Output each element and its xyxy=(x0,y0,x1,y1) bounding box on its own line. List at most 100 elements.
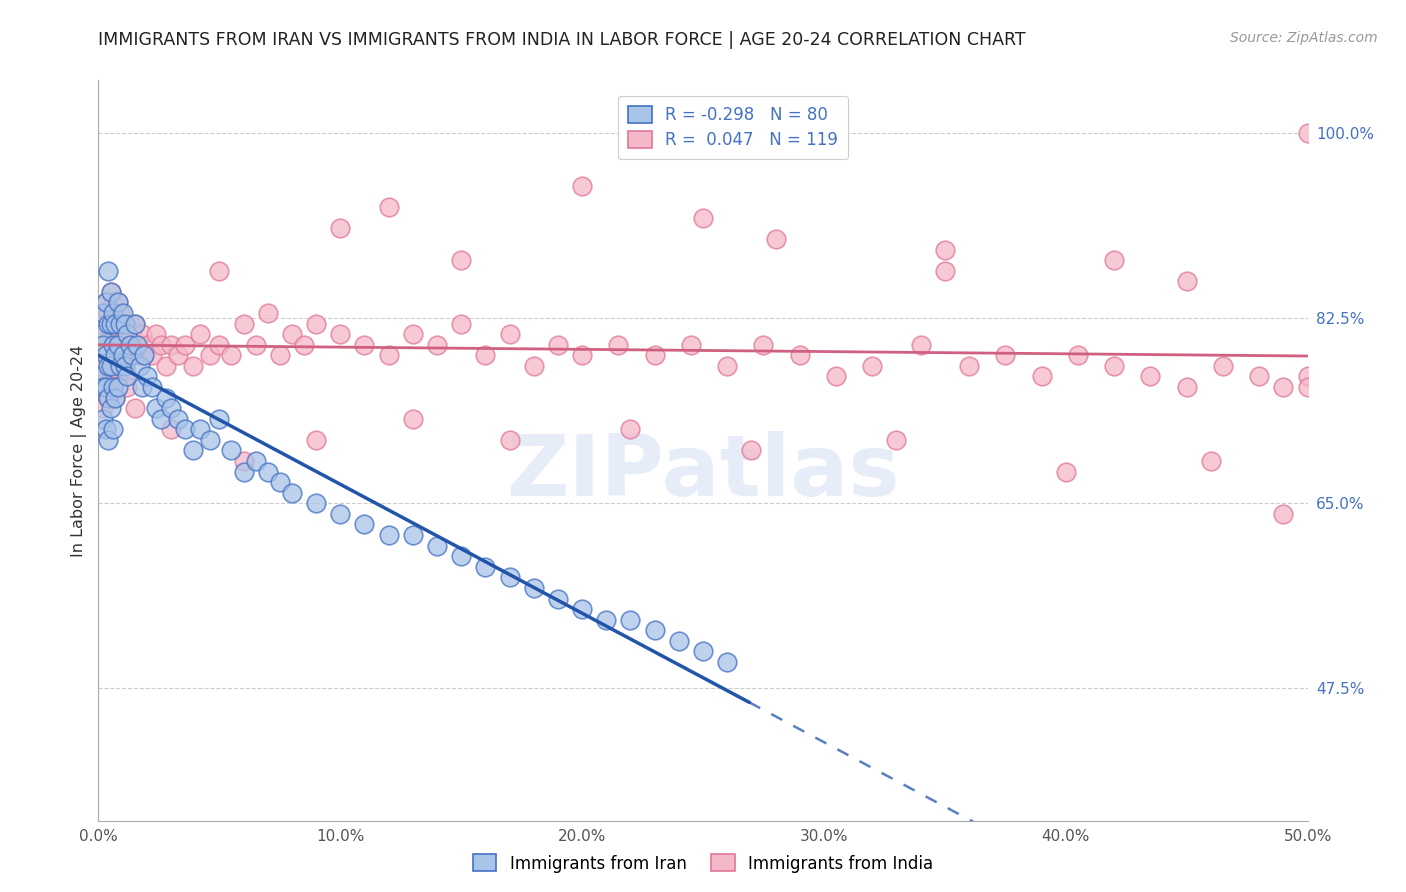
Point xyxy=(402,327,425,342)
Point xyxy=(117,327,139,342)
Point xyxy=(692,644,714,658)
Point xyxy=(716,359,738,373)
Point xyxy=(114,359,136,373)
Legend: R = -0.298   N = 80, R =  0.047   N = 119: R = -0.298 N = 80, R = 0.047 N = 119 xyxy=(619,96,848,159)
Point xyxy=(188,327,211,342)
Point xyxy=(752,337,775,351)
Point xyxy=(167,348,190,362)
Point xyxy=(107,337,129,351)
Point xyxy=(860,359,883,373)
Point xyxy=(97,306,120,320)
Point xyxy=(450,549,472,564)
Point xyxy=(111,359,134,373)
Point xyxy=(97,433,120,447)
Point xyxy=(329,221,352,235)
Point xyxy=(450,253,472,268)
Point xyxy=(1175,380,1198,394)
Point xyxy=(825,369,848,384)
Point xyxy=(94,348,117,362)
Point xyxy=(765,232,787,246)
Point xyxy=(198,433,221,447)
Point xyxy=(100,369,122,384)
Point xyxy=(108,306,131,320)
Point xyxy=(118,337,141,351)
Point xyxy=(94,295,117,310)
Point xyxy=(523,359,546,373)
Point xyxy=(426,337,449,351)
Point xyxy=(108,317,131,331)
Point xyxy=(232,454,254,468)
Point xyxy=(245,337,267,351)
Point xyxy=(91,327,114,342)
Point xyxy=(571,348,593,362)
Point xyxy=(208,263,231,277)
Point xyxy=(97,391,120,405)
Point xyxy=(127,337,149,351)
Point xyxy=(377,528,399,542)
Point xyxy=(281,485,304,500)
Point xyxy=(117,369,139,384)
Point xyxy=(114,369,136,384)
Point xyxy=(121,348,143,362)
Point xyxy=(145,401,167,416)
Point xyxy=(97,359,120,373)
Point xyxy=(377,200,399,214)
Y-axis label: In Labor Force | Age 20-24: In Labor Force | Age 20-24 xyxy=(72,344,87,557)
Point xyxy=(198,348,221,362)
Point xyxy=(94,380,117,394)
Point xyxy=(1067,348,1090,362)
Point xyxy=(118,317,141,331)
Point xyxy=(221,348,243,362)
Point xyxy=(934,263,956,277)
Point xyxy=(100,327,122,342)
Point xyxy=(91,411,114,425)
Point xyxy=(124,401,146,416)
Point xyxy=(114,317,136,331)
Point xyxy=(101,337,124,351)
Point xyxy=(619,613,641,627)
Point xyxy=(498,433,520,447)
Point xyxy=(740,443,762,458)
Point xyxy=(91,380,114,394)
Point xyxy=(97,391,120,405)
Point xyxy=(668,633,690,648)
Point xyxy=(121,327,143,342)
Point xyxy=(305,433,328,447)
Point xyxy=(111,317,134,331)
Text: ZIPatlas: ZIPatlas xyxy=(506,431,900,514)
Point xyxy=(692,211,714,225)
Point xyxy=(595,613,617,627)
Point xyxy=(100,359,122,373)
Point xyxy=(127,337,149,351)
Point xyxy=(474,348,496,362)
Point xyxy=(101,422,124,436)
Point xyxy=(91,337,114,351)
Point xyxy=(547,337,569,351)
Point xyxy=(181,443,204,458)
Point xyxy=(107,380,129,394)
Point xyxy=(128,348,150,362)
Point xyxy=(910,337,932,351)
Point xyxy=(160,422,183,436)
Point xyxy=(124,317,146,331)
Point xyxy=(1249,369,1271,384)
Point xyxy=(134,348,156,362)
Point xyxy=(1296,126,1319,140)
Point xyxy=(245,454,267,468)
Point xyxy=(100,285,122,299)
Point xyxy=(150,337,173,351)
Point xyxy=(107,337,129,351)
Point xyxy=(208,411,231,425)
Point xyxy=(90,317,112,331)
Point xyxy=(111,306,134,320)
Point xyxy=(104,306,127,320)
Point xyxy=(134,348,156,362)
Point xyxy=(100,285,122,299)
Point xyxy=(498,570,520,584)
Point xyxy=(101,380,124,394)
Point xyxy=(101,380,124,394)
Point xyxy=(104,317,127,331)
Point xyxy=(104,391,127,405)
Point xyxy=(208,337,231,351)
Point xyxy=(886,433,908,447)
